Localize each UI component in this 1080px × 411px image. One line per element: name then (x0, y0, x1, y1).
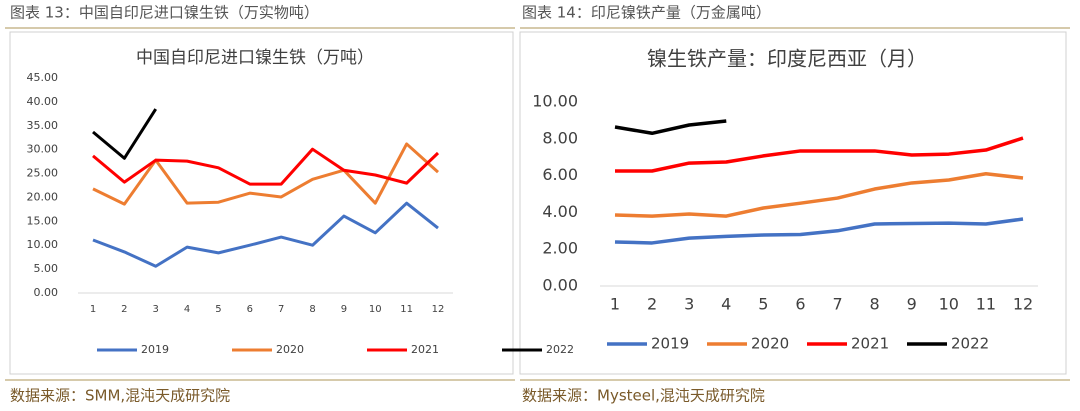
x-tick-label: 8 (870, 295, 880, 314)
x-tick-label: 2 (647, 295, 657, 314)
x-tick-label: 9 (341, 304, 347, 315)
y-tick-label: 40.00 (27, 95, 59, 108)
y-tick-label: 2.00 (542, 239, 578, 258)
chart-title: 中国自印尼进口镍生铁（万吨） (136, 48, 374, 68)
x-tick-label: 3 (153, 304, 159, 315)
legend-label: 2020 (276, 343, 304, 356)
legend-label: 2021 (411, 343, 439, 356)
caption: 图表 13：中国自印尼进口镍生铁（万实物吨） (10, 4, 319, 22)
x-tick-label: 2 (121, 304, 127, 315)
x-tick-label: 12 (432, 304, 445, 315)
y-tick-label: 0.00 (542, 276, 578, 295)
caption: 图表 14：印尼镍铁产量（万金属吨） (522, 4, 771, 22)
y-tick-label: 8.00 (542, 128, 578, 147)
source: 数据来源：Mysteel,混沌天成研究院 (522, 387, 765, 405)
legend-label: 2019 (141, 343, 169, 356)
series-line (614, 217, 1024, 245)
y-tick-label: 30.00 (27, 143, 59, 156)
x-tick-label: 9 (907, 295, 917, 314)
x-tick-label: 3 (684, 295, 694, 314)
series-line (615, 136, 1024, 173)
x-tick-label: 8 (309, 304, 315, 315)
y-tick-label: 4.00 (542, 202, 578, 221)
x-tick-label: 6 (795, 295, 805, 314)
legend-label: 2022 (951, 335, 989, 353)
legend-label: 2020 (751, 335, 789, 353)
x-tick-label: 12 (1013, 295, 1033, 314)
y-tick-label: 25.00 (27, 167, 59, 180)
x-tick-label: 1 (610, 295, 620, 314)
y-tick-label: 6.00 (542, 165, 578, 184)
chart-title: 镍生铁产量：印度尼西亚（月） (647, 47, 927, 71)
x-tick-label: 1 (90, 304, 96, 315)
x-tick-label: 7 (832, 295, 842, 314)
x-tick-label: 7 (278, 304, 284, 315)
y-tick-label: 45.00 (27, 71, 59, 84)
series-line (92, 201, 439, 268)
x-tick-label: 5 (215, 304, 221, 315)
series-line (92, 147, 440, 186)
series-line (92, 142, 440, 206)
x-tick-label: 6 (247, 304, 253, 315)
x-tick-label: 4 (184, 304, 190, 315)
series-line (92, 108, 157, 160)
y-tick-label: 5.00 (34, 262, 59, 275)
chart-frame (9, 31, 514, 375)
y-tick-label: 35.00 (27, 119, 59, 132)
legend-label: 2019 (651, 335, 689, 353)
x-tick-label: 10 (939, 295, 959, 314)
x-tick-label: 11 (400, 304, 413, 315)
series-line (614, 172, 1024, 218)
legend-label: 2021 (851, 335, 889, 353)
legend-label: 2022 (546, 343, 574, 356)
x-tick-label: 11 (976, 295, 996, 314)
x-tick-label: 4 (721, 295, 731, 314)
y-tick-label: 0.00 (34, 286, 59, 299)
x-tick-label: 5 (758, 295, 768, 314)
series-line (614, 119, 727, 136)
chart-frame (519, 31, 1067, 375)
x-tick-label: 10 (369, 304, 382, 315)
source: 数据来源：SMM,混沌天成研究院 (10, 387, 230, 405)
y-tick-label: 10.00 (532, 92, 578, 111)
y-tick-label: 15.00 (27, 214, 59, 227)
y-tick-label: 10.00 (27, 238, 59, 251)
y-tick-label: 20.00 (27, 190, 59, 203)
